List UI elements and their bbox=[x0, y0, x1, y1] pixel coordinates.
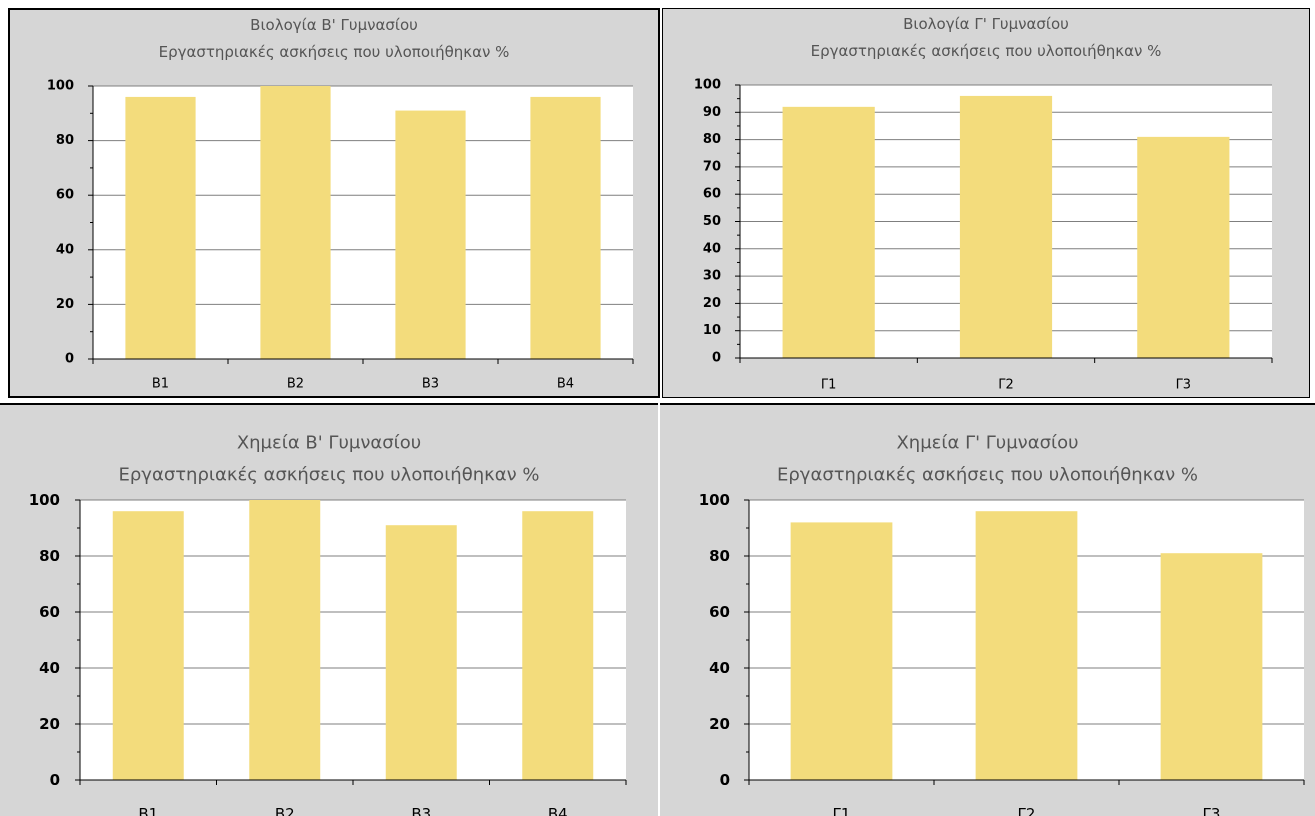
y-tick-label: 20 bbox=[709, 715, 730, 733]
chart-panel-biology-c: Βιολογία Γ' Γυμνασίου Εργαστηριακές ασκήσ… bbox=[662, 8, 1310, 398]
chart-title: Χημεία Γ' Γυμνασίου bbox=[896, 433, 1078, 454]
x-category-label: Γ2 bbox=[1018, 805, 1036, 816]
y-tick-label: 40 bbox=[56, 242, 74, 257]
x-category-label: Β2 bbox=[287, 377, 304, 392]
y-tick-label: 100 bbox=[29, 491, 60, 509]
y-tick-label: 40 bbox=[703, 241, 721, 256]
chart-panel-chemistry-c: Χημεία Γ' Γυμνασίου Εργαστηριακές ασκήσει… bbox=[660, 403, 1315, 816]
bar bbox=[125, 96, 196, 360]
chart-biology-c: Βιολογία Γ' Γυμνασίου Εργαστηριακές ασκήσ… bbox=[694, 15, 1273, 393]
chart-title: Βιολογία Β' Γυμνασίου bbox=[250, 16, 418, 34]
bar bbox=[395, 110, 466, 359]
chart-chemistry-c: Χημεία Γ' Γυμνασίου Εργαστηριακές ασκήσει… bbox=[699, 433, 1305, 816]
x-category-label: Β1 bbox=[138, 805, 158, 816]
bar bbox=[249, 500, 321, 780]
y-tick-label: 30 bbox=[703, 269, 721, 284]
y-tick-label: 20 bbox=[56, 297, 74, 312]
chart-subtitle: Εργαστηριακές ασκήσεις που υλοποιήθηκαν … bbox=[159, 43, 510, 61]
y-tick-label: 80 bbox=[56, 133, 74, 148]
y-tick-label: 20 bbox=[703, 296, 721, 311]
y-tick-label: 20 bbox=[39, 715, 60, 733]
x-category-label: Γ1 bbox=[833, 805, 851, 816]
y-tick-label: 90 bbox=[703, 105, 721, 120]
chart-subtitle: Εργαστηριακές ασκήσεις που υλοποιήθηκαν … bbox=[777, 465, 1198, 486]
chart-panel-biology-b: Βιολογία Β' Γυμνασίου Εργαστηριακές ασκήσ… bbox=[8, 8, 660, 398]
y-tick-label: 80 bbox=[703, 132, 721, 147]
y-tick-label: 60 bbox=[703, 187, 721, 202]
x-category-label: Γ3 bbox=[1203, 805, 1221, 816]
x-category-label: Γ1 bbox=[821, 378, 837, 393]
chart-chemistry-b: Χημεία Β' Γυμνασίου Εργαστηριακές ασκήσει… bbox=[29, 433, 627, 816]
y-tick-label: 80 bbox=[709, 547, 730, 565]
bar bbox=[975, 511, 1078, 780]
bar bbox=[530, 96, 601, 360]
bar bbox=[260, 86, 331, 359]
x-category-label: Γ2 bbox=[998, 378, 1014, 393]
y-tick-label: 60 bbox=[709, 603, 730, 621]
x-category-label: Β4 bbox=[557, 377, 574, 392]
y-tick-label: 0 bbox=[65, 352, 74, 367]
y-tick-label: 100 bbox=[694, 78, 721, 93]
y-tick-label: 100 bbox=[699, 491, 730, 509]
y-tick-label: 100 bbox=[47, 79, 74, 94]
bar bbox=[959, 95, 1053, 359]
y-tick-label: 40 bbox=[709, 659, 730, 677]
x-category-label: Β1 bbox=[152, 377, 169, 392]
y-tick-label: 10 bbox=[703, 323, 721, 338]
y-tick-label: 70 bbox=[703, 159, 721, 174]
bar bbox=[790, 522, 893, 780]
x-category-label: Β3 bbox=[411, 805, 431, 816]
y-tick-label: 0 bbox=[50, 771, 60, 789]
y-tick-label: 0 bbox=[720, 771, 730, 789]
x-category-label: Β2 bbox=[275, 805, 295, 816]
bar bbox=[112, 511, 184, 780]
bar bbox=[522, 511, 594, 780]
chart-title: Βιολογία Γ' Γυμνασίου bbox=[903, 15, 1069, 33]
bar bbox=[1137, 136, 1230, 358]
bar bbox=[385, 525, 457, 780]
x-category-label: Β3 bbox=[422, 377, 439, 392]
y-tick-label: 60 bbox=[39, 603, 60, 621]
y-tick-label: 50 bbox=[703, 214, 721, 229]
chart-subtitle: Εργαστηριακές ασκήσεις που υλοποιήθηκαν … bbox=[119, 465, 540, 486]
y-tick-label: 40 bbox=[39, 659, 60, 677]
x-category-label: Γ3 bbox=[1176, 378, 1192, 393]
x-category-label: Β4 bbox=[548, 805, 568, 816]
bar bbox=[1160, 553, 1263, 780]
chart-panel-chemistry-b: Χημεία Β' Γυμνασίου Εργαστηριακές ασκήσει… bbox=[0, 403, 658, 816]
chart-subtitle: Εργαστηριακές ασκήσεις που υλοποιήθηκαν … bbox=[811, 42, 1162, 60]
y-tick-label: 0 bbox=[712, 351, 721, 366]
bar bbox=[782, 106, 875, 358]
chart-title: Χημεία Β' Γυμνασίου bbox=[237, 433, 421, 454]
y-tick-label: 80 bbox=[39, 547, 60, 565]
y-tick-label: 60 bbox=[56, 188, 74, 203]
chart-biology-b: Βιολογία Β' Γυμνασίου Εργαστηριακές ασκήσ… bbox=[47, 16, 634, 392]
